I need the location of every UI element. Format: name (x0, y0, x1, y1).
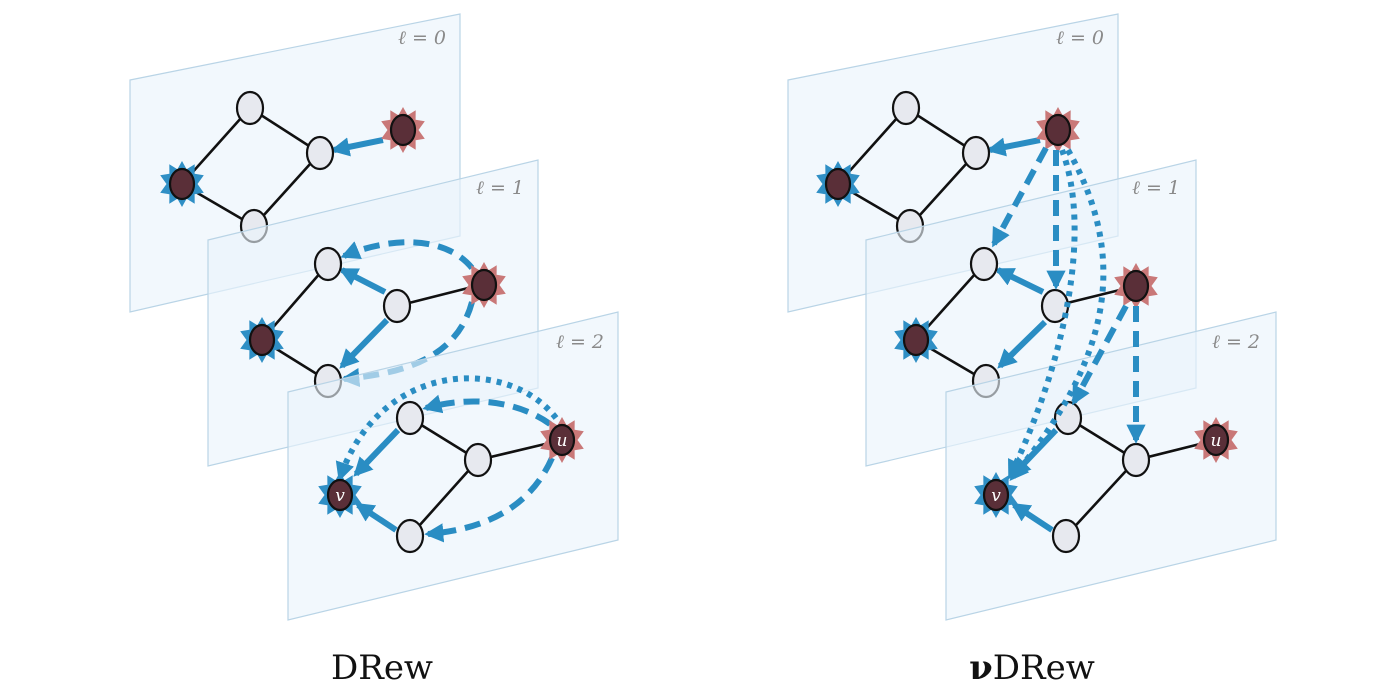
graph-node (395, 400, 425, 436)
graph-layer-2: v u (974, 400, 1238, 554)
source-node-u: u (1194, 417, 1238, 463)
graph-node (1053, 400, 1083, 436)
graph-node (1051, 518, 1081, 554)
graph-layer-0 (160, 90, 425, 244)
target-node-v: v (974, 472, 1018, 518)
source-node-u (462, 262, 506, 308)
graph-node (969, 246, 999, 282)
caption-prefix: ν (969, 648, 993, 688)
source-node-u (1114, 263, 1158, 309)
caption-text: DRew (330, 648, 434, 688)
source-node-u: u (540, 417, 584, 463)
graph-node (891, 90, 921, 126)
cross-layer-arrows (991, 146, 1146, 481)
graph-node (395, 518, 425, 554)
caption-drew: DRew (232, 648, 532, 688)
graph-layer-1 (894, 246, 1158, 399)
caption-nu-drew: νDRew (882, 648, 1182, 688)
panel-nu-drew: ℓ = 0 (787, 13, 1277, 621)
panel-drew: ℓ = 0 (129, 13, 619, 621)
target-node-v (240, 317, 284, 363)
target-node-v (894, 317, 938, 363)
graph-node (313, 246, 343, 282)
graph-layer-2: v u (318, 375, 584, 554)
target-node-label: v (991, 486, 1001, 506)
caption-text: DRew (992, 648, 1095, 688)
graph-node (305, 135, 335, 171)
graph-node (235, 90, 265, 126)
layer-0-label: ℓ = 0 (1056, 27, 1104, 49)
layer-2-plane: ℓ = 2 v u (945, 311, 1277, 621)
layer-2-label: ℓ = 2 (556, 331, 604, 353)
source-node-label: u (1211, 431, 1222, 451)
source-node-u (381, 107, 425, 153)
graph-node (1121, 442, 1151, 478)
graph-node (463, 442, 493, 478)
target-node-v (160, 161, 204, 207)
source-node-label: u (557, 431, 568, 451)
graph-node (382, 288, 412, 324)
target-node-v (816, 161, 860, 207)
layer-1-label: ℓ = 1 (1132, 177, 1180, 199)
target-node-label: v (335, 486, 345, 506)
layer-1-label: ℓ = 1 (476, 177, 524, 199)
graph-node (961, 135, 991, 171)
layer-2-plane: ℓ = 2 v (287, 311, 619, 621)
layer-2-label: ℓ = 2 (1212, 331, 1260, 353)
target-node-v: v (318, 472, 362, 518)
layer-0-label: ℓ = 0 (398, 27, 446, 49)
source-node-u (1036, 107, 1080, 153)
